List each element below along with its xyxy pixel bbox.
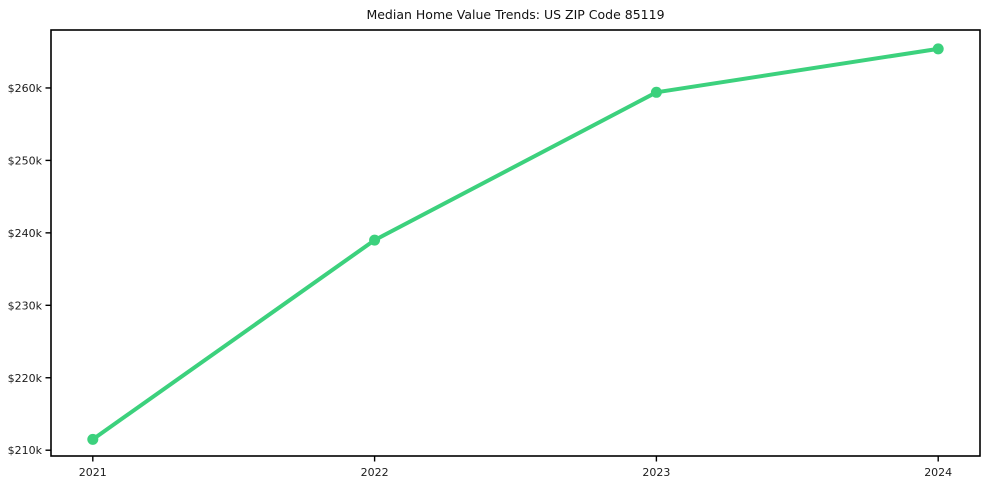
series-line [90, 46, 941, 442]
x-tick-label: 2022 [361, 466, 389, 479]
x-tick-label: 2021 [79, 466, 107, 479]
y-tick-label: $250k [8, 154, 43, 167]
y-tick-label: $220k [8, 372, 43, 385]
y-tick-label: $260k [8, 82, 43, 95]
y-tick-label: $230k [8, 299, 43, 312]
data-point-marker [87, 433, 99, 445]
data-point-marker [650, 86, 662, 98]
y-tick-label: $210k [8, 444, 43, 457]
x-tick-label: 2023 [642, 466, 670, 479]
data-point-marker [932, 43, 944, 55]
plot-border [50, 29, 981, 457]
x-tick-label: 2024 [924, 466, 952, 479]
chart-title: Median Home Value Trends: US ZIP Code 85… [366, 7, 665, 22]
data-point-marker [369, 234, 381, 246]
y-tick-label: $240k [8, 227, 43, 240]
